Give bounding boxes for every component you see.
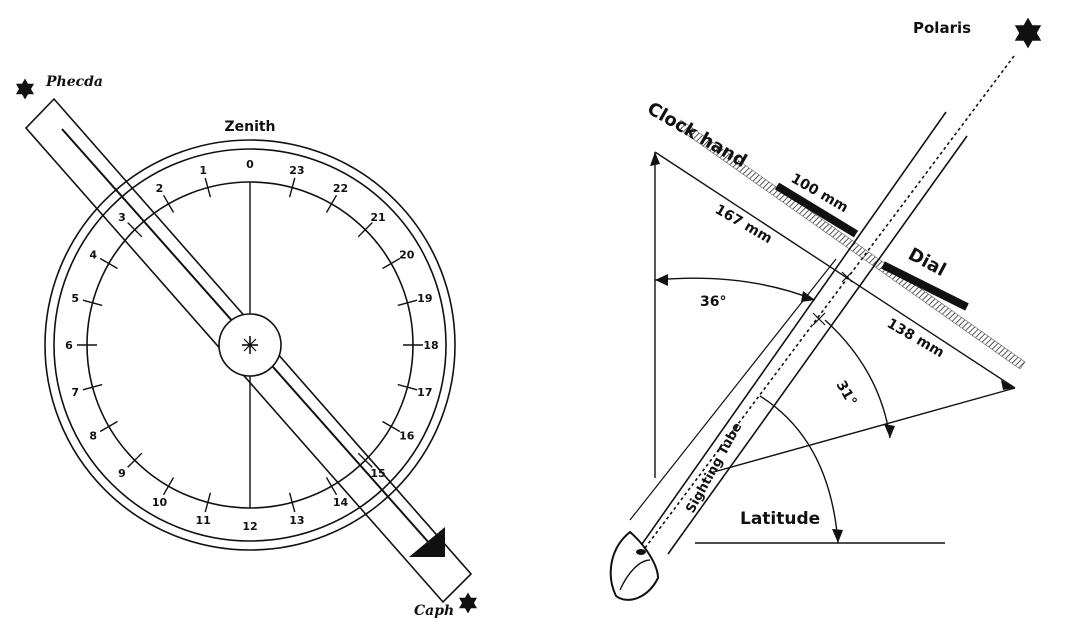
hour-tick (357, 452, 373, 468)
hour-number: 10 (152, 496, 168, 509)
hour-number: 3 (118, 211, 126, 224)
outer-ring-inner (53, 148, 447, 542)
hour-number: 22 (333, 182, 348, 195)
hour-number: 14 (333, 496, 349, 509)
hour-tick (288, 492, 296, 513)
star-icon (1014, 17, 1042, 49)
inner-tube-line (629, 258, 837, 521)
hour-tick (127, 222, 143, 238)
lower-edge (709, 387, 1016, 474)
hour-tick (382, 257, 401, 270)
hour-tick (99, 257, 118, 270)
hour-tick (325, 194, 338, 213)
pivot-mark (812, 271, 853, 326)
hour-number: 13 (289, 514, 304, 527)
hour-tick (288, 177, 296, 198)
arrowhead-icon (650, 152, 660, 166)
hour-number: 20 (399, 249, 415, 262)
arrowhead-icon (655, 274, 668, 286)
hour-tick (204, 492, 212, 513)
hour-number: 23 (289, 164, 304, 177)
hour-tick (204, 177, 212, 198)
angle-arc-36 (654, 277, 816, 301)
hour-number: 19 (417, 292, 432, 305)
clock-hand (675, 119, 1026, 370)
hour-tick (99, 420, 118, 433)
hour-number: 8 (89, 430, 97, 443)
angle-31-label: 31° (833, 378, 860, 409)
zenith-label: Zenith (224, 119, 275, 135)
hour-tick (325, 477, 338, 496)
hour-ticks (77, 177, 423, 513)
hour-tick (162, 477, 175, 496)
sighting-tube-label: Sighting Tube (683, 420, 745, 516)
hour-number: 6 (65, 339, 73, 352)
star-icon (459, 592, 477, 614)
hour-tick (82, 383, 103, 391)
polaris-sightline (644, 55, 1015, 549)
dial-bar-lower (881, 261, 969, 311)
hour-number: 15 (370, 467, 385, 480)
latitude-label: Latitude (740, 509, 820, 529)
hour-number: 12 (242, 520, 257, 533)
hour-number: 4 (89, 249, 97, 262)
star-icon (16, 78, 34, 100)
hour-number: 1 (199, 164, 207, 177)
hour-tick (397, 383, 418, 391)
hour-number: 21 (370, 211, 385, 224)
arrowhead-icon (1001, 380, 1015, 390)
dial-bar-upper (774, 182, 859, 238)
arrowhead-icon (884, 424, 895, 438)
pointer-bar (24, 97, 473, 604)
hour-tick (382, 420, 401, 433)
arrowhead-icon (409, 527, 445, 557)
eye-icon (609, 530, 660, 601)
pole-star-icon (242, 336, 258, 354)
star-label-caph: Caph (414, 603, 454, 619)
hour-tick (357, 222, 373, 238)
arrowhead-icon (832, 529, 843, 543)
hour-number: 16 (399, 430, 415, 443)
hour-number: 18 (423, 339, 438, 352)
hour-number: 2 (156, 182, 164, 195)
angle-arc-31 (824, 319, 891, 439)
angle-36-label: 36° (700, 294, 726, 310)
hour-tick (162, 194, 175, 213)
hour-tick (127, 452, 143, 468)
hour-number: 7 (71, 386, 79, 399)
geometry-panel: Polaris Clock hand 100 mm 167 mm Dial 13… (609, 17, 1042, 601)
arrowhead-icon (801, 291, 815, 302)
star-label-phecda: Phecda (45, 74, 103, 90)
sighting-tube-left (634, 111, 947, 555)
sighting-tube-right (667, 135, 968, 555)
angle-arc-latitude (759, 395, 839, 544)
hour-tick (82, 299, 103, 307)
hour-number: 5 (71, 292, 79, 305)
hour-tick (397, 299, 418, 307)
polaris-label: Polaris (913, 19, 971, 37)
hour-number: 9 (118, 467, 126, 480)
outer-ring (44, 139, 456, 551)
clock-hand-label: Clock hand (644, 98, 751, 172)
hour-number: 0 (246, 158, 254, 171)
hour-number: 17 (417, 386, 432, 399)
hour-number: 11 (195, 514, 210, 527)
